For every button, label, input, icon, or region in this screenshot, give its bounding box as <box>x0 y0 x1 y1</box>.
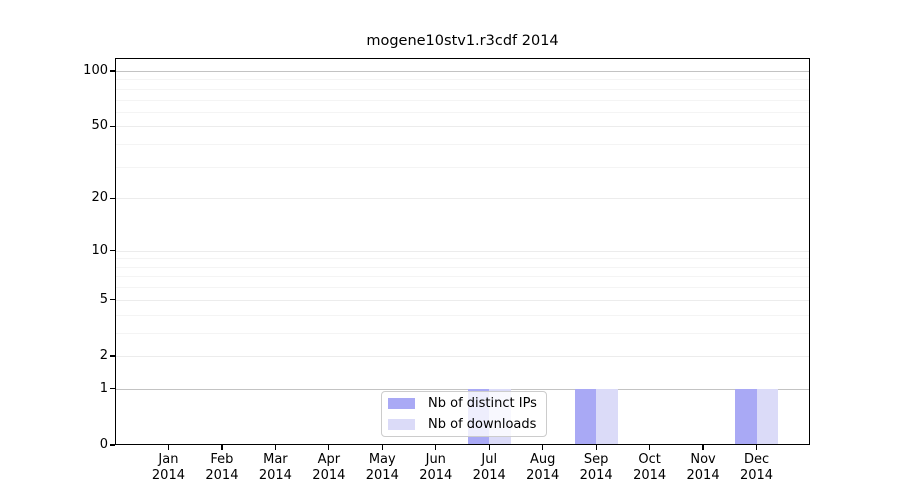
bar-distinct-ips <box>735 388 757 445</box>
x-tick-month: Oct <box>638 452 661 467</box>
minor-gridline <box>115 287 810 289</box>
x-tick <box>167 445 170 450</box>
minor-gridline <box>115 111 810 113</box>
x-tick-label: Nov 2014 <box>671 452 735 483</box>
x-tick <box>649 445 651 450</box>
legend-swatch <box>388 398 415 409</box>
legend-label: Nb of downloads <box>428 417 537 432</box>
y-tick-label: 5 <box>99 291 108 307</box>
y-tick-label: 2 <box>99 347 108 363</box>
x-tick-month: May <box>368 452 396 467</box>
y-tick-label: 20 <box>91 190 108 206</box>
x-tick-year: 2014 <box>526 467 560 483</box>
x-tick <box>702 445 704 450</box>
x-tick-month: Feb <box>210 452 234 467</box>
minor-gridline <box>115 276 810 278</box>
x-tick <box>755 445 758 450</box>
minor-gridline <box>115 79 810 81</box>
legend-swatch <box>388 419 415 430</box>
x-tick-label: Jul 2014 <box>457 452 521 483</box>
major-gridline <box>115 70 810 72</box>
y-tick-label: 10 <box>91 242 108 258</box>
major-gridline <box>115 198 810 200</box>
major-gridline <box>115 355 810 357</box>
bar-downloads <box>756 388 778 445</box>
plot-area <box>115 58 810 445</box>
x-tick-month: Aug <box>529 452 556 467</box>
x-tick-month: Apr <box>317 452 341 467</box>
x-tick <box>595 445 597 450</box>
minor-gridline <box>115 88 810 90</box>
major-gridline <box>115 250 810 252</box>
x-tick <box>435 445 437 450</box>
x-tick-year: 2014 <box>472 467 506 483</box>
chart-title: mogene10stv1.r3cdf 2014 <box>366 33 559 49</box>
x-tick-label: Jan 2014 <box>136 452 200 483</box>
y-tick <box>110 70 115 72</box>
x-tick-year: 2014 <box>686 467 720 483</box>
x-tick-label: Apr 2014 <box>297 452 361 483</box>
x-tick-month: Jan <box>158 452 179 467</box>
x-tick-year: 2014 <box>739 467 774 483</box>
y-tick-label: 0 <box>99 437 108 452</box>
x-tick-label: Sep 2014 <box>564 452 628 483</box>
y-tick <box>110 197 115 199</box>
minor-gridline <box>115 166 810 168</box>
major-gridline <box>115 126 810 128</box>
minor-gridline <box>115 332 810 334</box>
minor-gridline <box>115 266 810 268</box>
x-tick-month: Mar <box>263 452 288 467</box>
x-tick-year: 2014 <box>579 467 613 483</box>
x-tick-year: 2014 <box>312 467 346 483</box>
legend: Nb of distinct IPs Nb of downloads <box>381 391 547 437</box>
minor-gridline <box>115 144 810 146</box>
y-tick <box>110 250 115 252</box>
major-gridline <box>115 388 810 390</box>
x-tick-label: Dec 2014 <box>725 452 789 483</box>
x-tick-year: 2014 <box>205 467 239 483</box>
legend-label: Nb of distinct IPs <box>428 396 537 411</box>
minor-gridline <box>115 258 810 260</box>
x-tick <box>542 445 544 450</box>
x-tick-year: 2014 <box>258 467 292 483</box>
x-tick-label: Aug 2014 <box>511 452 575 483</box>
y-tick-label: 100 <box>83 62 108 78</box>
x-tick-year: 2014 <box>151 467 185 483</box>
x-tick-month: Jun <box>425 452 446 467</box>
legend-row: Nb of downloads <box>388 417 540 433</box>
bar-downloads <box>596 388 618 445</box>
minor-gridline <box>115 99 810 101</box>
x-tick <box>221 445 223 450</box>
y-tick-label: 50 <box>91 118 108 134</box>
y-tick <box>110 355 115 357</box>
x-tick-year: 2014 <box>633 467 667 483</box>
bar-distinct-ips <box>574 388 597 445</box>
x-tick-label: May 2014 <box>350 452 414 483</box>
x-tick-month: Jul <box>481 452 498 467</box>
x-tick-month: Dec <box>743 452 770 467</box>
x-tick-label: Jun 2014 <box>404 452 468 483</box>
x-tick-month: Nov <box>690 452 716 467</box>
legend-row: Nb of distinct IPs <box>388 396 540 412</box>
major-gridline <box>115 299 810 301</box>
x-tick <box>488 445 490 450</box>
x-tick <box>274 445 276 450</box>
x-tick-label: Feb 2014 <box>190 452 254 483</box>
x-tick-year: 2014 <box>365 467 399 483</box>
y-tick <box>110 299 115 301</box>
y-tick <box>110 444 115 446</box>
x-tick-month: Sep <box>583 452 609 467</box>
x-tick <box>381 445 383 450</box>
x-tick-label: Mar 2014 <box>243 452 307 483</box>
y-tick <box>110 388 115 390</box>
y-tick <box>110 125 115 127</box>
x-tick-label: Oct 2014 <box>618 452 682 483</box>
x-tick <box>328 445 330 450</box>
minor-gridline <box>115 314 810 316</box>
x-tick-year: 2014 <box>419 467 453 483</box>
y-tick-label: 1 <box>99 380 108 396</box>
